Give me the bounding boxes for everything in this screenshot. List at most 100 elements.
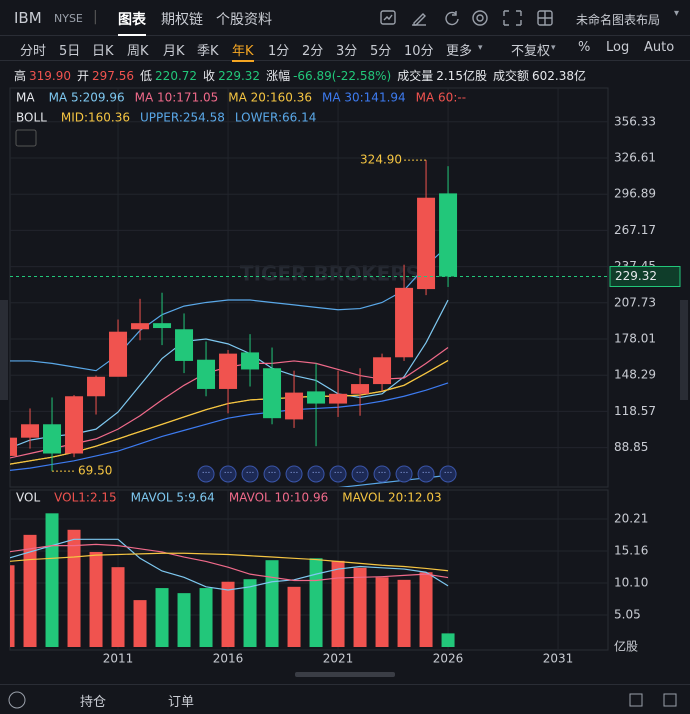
volume-bar — [177, 593, 191, 647]
dropdown-arrow: ▾ — [478, 43, 483, 53]
volume-bar — [10, 565, 15, 647]
dropdown-arrow[interactable]: ▾ — [674, 8, 680, 19]
volume-bar — [155, 588, 169, 647]
event-dots: ··· — [400, 469, 409, 479]
legend-title: VOL — [16, 491, 40, 505]
candle-body — [439, 193, 458, 277]
period[interactable]: 10分 — [404, 44, 434, 59]
x-tick-label: 2026 — [433, 652, 464, 666]
period[interactable]: 周K — [127, 44, 149, 59]
legend-toggle — [15, 129, 37, 147]
volume-ma-line — [10, 543, 449, 582]
volume-bar — [331, 560, 345, 647]
legend-entry: MA 60:-- — [416, 91, 466, 105]
period[interactable]: 2分 — [302, 44, 324, 59]
legend-entry: MAVOL 20:12.03 — [342, 491, 441, 505]
option[interactable]: 不复权 — [511, 44, 551, 59]
candle-body — [153, 323, 172, 329]
toolbar-icons[interactable] — [378, 8, 568, 28]
legend-entry: MA 30:141.94 — [322, 91, 406, 105]
period[interactable]: 年K — [232, 40, 254, 62]
layout-name[interactable]: 未命名图表布局 — [576, 13, 661, 27]
option[interactable]: Log — [606, 40, 630, 55]
candle-body — [109, 331, 128, 377]
volume-bar — [419, 572, 433, 647]
period[interactable]: 更多 — [446, 44, 473, 59]
event-dots: ··· — [224, 469, 233, 479]
tab[interactable]: 订单 — [168, 695, 195, 710]
event-dots: ··· — [356, 469, 365, 479]
volume-bar — [199, 588, 213, 647]
volume-bar — [221, 581, 235, 647]
top-bar: IBM NYSE | 图表 期权链 个股资料 未命名图表布局 ▾ — [0, 0, 690, 36]
option[interactable]: % — [578, 40, 591, 55]
y-tick-label: 148.29 — [614, 368, 656, 382]
quote-label: 开 — [77, 69, 90, 83]
dropdown-arrow: ▾ — [551, 43, 556, 53]
watermark: TIGER BROKERS — [240, 262, 420, 286]
volume-bar — [133, 600, 147, 647]
annotation: 69.50 — [78, 464, 112, 478]
legend-entry: MAVOL 10:10.96 — [229, 491, 328, 505]
y-tick-label: 10.10 — [614, 576, 648, 590]
scroll-handle — [295, 672, 395, 677]
volume-ma-line — [10, 552, 449, 572]
period[interactable]: 月K — [163, 44, 185, 59]
candle-body — [285, 392, 304, 420]
exchange: NYSE — [54, 12, 83, 25]
event-marker — [307, 465, 325, 483]
legend-title: BOLL — [16, 111, 47, 125]
volume-bar — [89, 551, 103, 647]
candle-body — [395, 287, 414, 358]
y-tick-label: 20.21 — [614, 511, 648, 525]
quote-value: -66.89(-22.58%) — [293, 69, 392, 83]
volume-bar — [243, 579, 257, 647]
event-dots: ··· — [268, 469, 277, 479]
quote-label: 涨幅 — [266, 69, 291, 83]
side-tab — [680, 300, 688, 400]
candle-body — [329, 393, 348, 404]
chart: TIGER BROKERS 2011 2016 2021 2026 2031 88.85 11… — [0, 87, 688, 677]
event-marker — [219, 465, 237, 483]
tab[interactable]: 期权链 — [161, 12, 203, 28]
logo-icon — [8, 691, 26, 709]
volume-bar — [111, 567, 125, 647]
candle-body — [219, 353, 238, 389]
quote-label: 成交额 — [492, 69, 529, 83]
candle-body — [87, 376, 106, 397]
tab[interactable]: 持仓 — [80, 695, 107, 710]
candle-body — [197, 359, 216, 389]
period[interactable]: 分时 — [20, 44, 47, 59]
volume-bar — [309, 558, 323, 647]
period[interactable]: 3分 — [336, 44, 358, 59]
event-marker — [263, 465, 281, 483]
quote-label: 低 — [140, 69, 153, 83]
annotation: 324.90 — [360, 153, 402, 167]
x-tick-label: 2011 — [103, 652, 134, 666]
event-dots: ··· — [444, 469, 453, 479]
event-marker — [285, 465, 303, 483]
option[interactable]: Auto — [644, 40, 675, 55]
period[interactable]: 5日 — [59, 44, 81, 59]
quote-value: 229.32 — [218, 69, 261, 83]
period[interactable]: 季K — [197, 44, 219, 59]
candle-body — [263, 368, 282, 419]
period[interactable]: 5分 — [370, 44, 392, 59]
window-icons[interactable] — [628, 691, 684, 709]
volume-bar — [375, 577, 389, 647]
period-bar: 分时 5日 日K 周K 月K 季K 年K 1分 2分 3分 5分 10分 更多 ▾ 不复权% Log Auto ▾ — [0, 36, 690, 62]
quote-value: 602.38亿 — [531, 69, 586, 83]
y-tick-label: 296.89 — [614, 187, 656, 201]
tab[interactable]: 个股资料 — [216, 12, 272, 28]
y-tick-label: 亿股 — [614, 639, 638, 654]
volume-bar — [45, 513, 59, 647]
tab[interactable]: 图表 — [118, 9, 146, 36]
indicator-line — [338, 474, 449, 487]
period[interactable]: 1分 — [268, 44, 290, 59]
candle-body — [131, 323, 150, 330]
period[interactable]: 日K — [92, 44, 114, 59]
y-tick-label: 88.85 — [614, 440, 648, 454]
volume-bar — [353, 567, 367, 647]
event-marker — [329, 465, 347, 483]
